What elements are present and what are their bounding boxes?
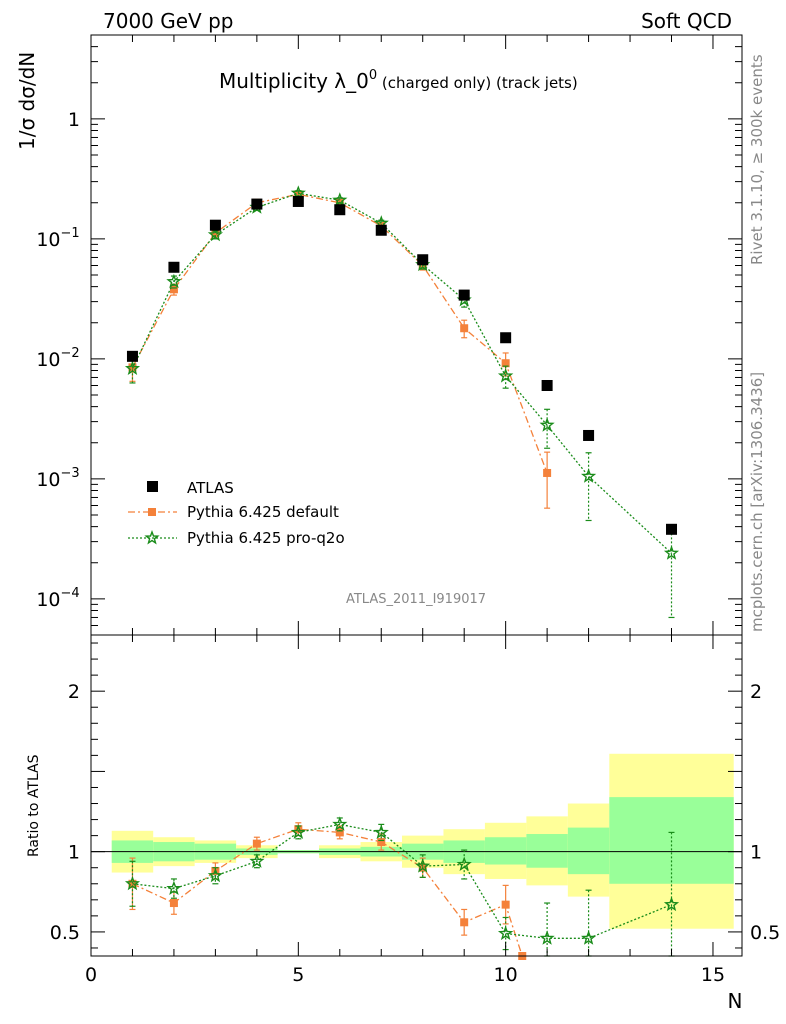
legend-default-label: Pythia 6.425 default — [187, 503, 339, 521]
atlas-point — [168, 261, 180, 273]
atlas-point — [292, 195, 304, 207]
title-main: Multiplicity λ_0 — [219, 69, 369, 93]
ratio-proq2o-point — [415, 858, 431, 873]
ratio-proq2o-point — [124, 875, 141, 891]
atlas-point — [334, 204, 346, 216]
ratio-proq2o-point — [497, 925, 514, 941]
legend-star-shape — [144, 530, 160, 545]
ratio-proq2o-point — [373, 824, 389, 839]
ratio-proq2o-point — [290, 824, 306, 839]
main-plot-data — [124, 185, 680, 619]
proq2o-point — [332, 192, 348, 207]
ratio-default-line — [132, 828, 523, 957]
ratio-x-tick-label: 0 — [85, 964, 97, 986]
rivet-label: Rivet 3.1.10, ≥ 300k events — [748, 54, 766, 265]
ratio-frame — [90, 634, 743, 957]
ratio-proq2o-point — [332, 816, 348, 831]
atlas-point — [375, 224, 387, 236]
default-point — [460, 324, 469, 333]
ratio-default-point — [252, 839, 261, 848]
main-y-tick-label: 10−1 — [36, 226, 79, 251]
ratio-y-tick-label-left: 1 — [68, 842, 80, 864]
ratio-y-tick-label-right: 1 — [750, 842, 762, 864]
proq2o-point — [539, 417, 555, 432]
atlas-point — [583, 429, 595, 441]
ratio-default-point — [460, 918, 469, 927]
title-tail: (charged only) (track jets) — [377, 74, 578, 92]
ratio-y-label: Ratio to ATLAS — [26, 754, 42, 857]
atlas-point — [458, 289, 470, 301]
proq2o-point — [124, 360, 141, 376]
x-axis-label: N — [728, 989, 743, 1013]
main-y-tick-label: 10−2 — [36, 346, 79, 371]
atlas-point — [209, 219, 221, 231]
proq2o-point — [290, 185, 306, 200]
ratio-proq2o-point — [539, 930, 555, 945]
ratio-default-point — [294, 825, 303, 834]
plot-title: Multiplicity λ_00 (charged only) (track … — [219, 68, 578, 93]
atlas-point — [251, 198, 263, 210]
ratio-x-tick-label: 10 — [494, 964, 518, 986]
ratio-proq2o-point — [456, 856, 472, 872]
atlas-point — [541, 379, 553, 391]
default-line — [131, 193, 548, 474]
ratio-proq2o-point — [207, 867, 224, 883]
atlas-point — [666, 523, 678, 535]
default-point — [543, 468, 552, 477]
ratio-y-tick-label-left: 0.5 — [50, 922, 80, 944]
ratio-y-tick-label-left: 2 — [68, 681, 80, 703]
atlas-point — [417, 254, 429, 266]
main-y-tick-label: 1 — [68, 109, 80, 131]
proq2o-point — [663, 545, 680, 560]
ratio-plot-data — [124, 816, 680, 960]
ratio-band-inner — [484, 837, 527, 865]
legend-atlas-label: ATLAS — [187, 479, 234, 497]
ratio-default-point — [169, 899, 178, 908]
ratio-proq2o-point — [663, 896, 680, 912]
legend-proq2o-marker — [144, 530, 160, 545]
process-label: Soft QCD — [641, 9, 732, 33]
ratio-proq2o-point — [166, 880, 182, 896]
legend: ATLAS Pythia 6.425 default Pythia 6.425 … — [128, 479, 345, 547]
ratio-x-tick-label: 15 — [701, 964, 725, 986]
y-axis-label: 1/σ dσ/dN — [15, 52, 39, 150]
ratio-default-point — [377, 838, 386, 847]
ratio-proq2o-point — [249, 853, 265, 868]
proq2o-point — [166, 273, 182, 289]
legend-default-marker — [148, 508, 156, 516]
ratio-y-tick-label-right: 0.5 — [750, 922, 780, 944]
default-point — [501, 359, 510, 368]
ratio-band-inner — [567, 827, 610, 875]
atlas-point — [126, 350, 138, 362]
ratio-band-inner — [526, 834, 568, 868]
main-y-tick-label: 10−4 — [36, 586, 79, 611]
energy-label: 7000 GeV pp — [103, 9, 234, 33]
title-superscript: 0 — [369, 68, 377, 83]
main-y-tick-label: 10−3 — [36, 466, 79, 491]
ratio-axis-ticks: 0 5 10 15 0.5 0.5 1 1 2 2 — [50, 635, 780, 986]
ratio-default-point — [335, 828, 344, 837]
proq2o-point — [497, 367, 514, 383]
legend-atlas-marker — [147, 481, 158, 492]
ratio-x-tick-label: 5 — [292, 964, 304, 986]
analysis-id: ATLAS_2011_I919017 — [346, 592, 486, 607]
ratio-uncertainty-bands — [111, 753, 734, 929]
ratio-default-point — [501, 900, 510, 909]
mcplots-label: mcplots.cern.ch [arXiv:1306.3436] — [748, 372, 766, 632]
ratio-proq2o-point — [580, 930, 597, 945]
ratio-default-point — [128, 879, 137, 888]
atlas-point — [500, 332, 512, 344]
main-axis-ticks: 10−4 10−3 10−2 10−1 1 — [36, 34, 742, 636]
default-point — [294, 190, 303, 199]
proq2o-point — [580, 468, 597, 483]
proq2o-line — [131, 192, 672, 554]
legend-proq2o-label: Pythia 6.425 pro-q2o — [187, 529, 345, 547]
proq2o-point — [207, 226, 224, 242]
default-point — [169, 285, 178, 294]
ratio-y-tick-label-right: 2 — [750, 681, 762, 703]
